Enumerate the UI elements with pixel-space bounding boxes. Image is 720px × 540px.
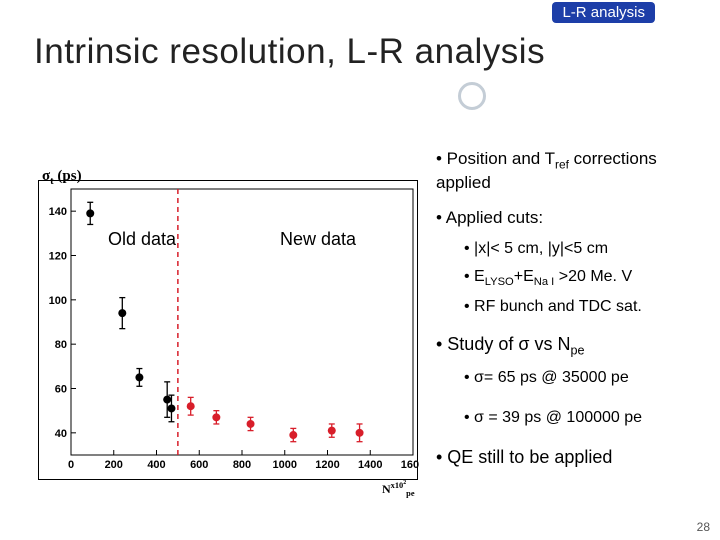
scatter-plot: 0 200 400 600 800 1000 1200 1400 1600 40 60 80 100 12… [38,180,418,480]
svg-text:400: 400 [147,459,165,471]
svg-text:800: 800 [233,459,251,471]
svg-text:40: 40 [55,428,67,440]
svg-text:1400: 1400 [358,459,382,471]
svg-text:120: 120 [49,251,67,263]
svg-text:1200: 1200 [315,459,339,471]
bullet-qe: • QE still to be applied [436,445,710,469]
svg-text:200: 200 [105,459,123,471]
svg-text:1000: 1000 [273,459,297,471]
sub-bullet-xy-cut: • |x|< 5 cm, |y|<5 cm [464,238,710,260]
sub-bullet-sigma-65: • σ= 65 ps @ 35000 pe [464,367,710,389]
x-axis-label: Nx102pe [382,480,415,498]
svg-text:600: 600 [190,459,208,471]
slide-title: Intrinsic resolution, L-R analysis [34,32,545,72]
old-data-annotation: Old data [108,230,176,250]
sub-bullet-energy-cut: • ELYSO+ENa I >20 Me. V [464,266,710,290]
svg-text:60: 60 [55,384,67,396]
slide-tag-badge: L-R analysis [552,2,655,23]
svg-text:0: 0 [68,459,74,471]
new-data-annotation: New data [280,230,356,250]
svg-text:80: 80 [55,339,67,351]
accent-circle-icon [458,82,486,110]
svg-text:140: 140 [49,206,67,218]
plot-canvas: 0 200 400 600 800 1000 1200 1400 1600 40 60 80 100 12… [39,181,419,481]
svg-text:100: 100 [49,295,67,307]
bullet-position-corrections: • Position and Tref corrections applied [436,148,710,195]
bullet-study-sigma: • Study of σ vs Npe [436,332,710,360]
sub-bullet-sigma-39: • σ = 39 ps @ 100000 pe [464,407,710,429]
svg-text:1600: 1600 [401,459,419,471]
sub-bullet-rf-tdc: • RF bunch and TDC sat. [464,296,710,318]
bullet-list: • Position and Tref corrections applied … [436,148,710,477]
bullet-applied-cuts: • Applied cuts: [436,207,710,230]
page-number: 28 [697,520,710,534]
